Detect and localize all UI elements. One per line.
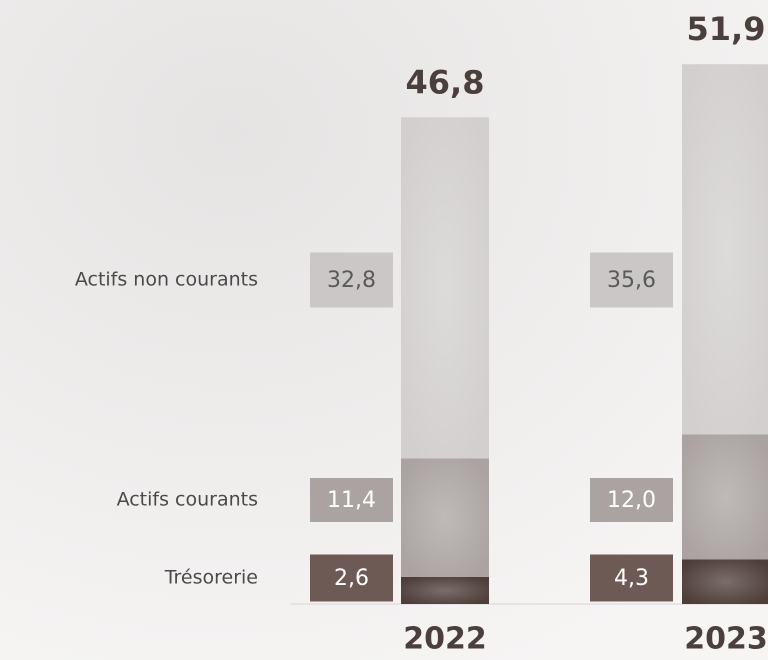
bar-glow bbox=[401, 576, 489, 604]
total-label: 46,8 bbox=[406, 63, 485, 101]
value-box bbox=[310, 554, 393, 602]
value-box bbox=[310, 478, 393, 522]
row-label: Actifs courants bbox=[117, 489, 258, 511]
value-box bbox=[590, 478, 673, 522]
category-label: 2023 bbox=[684, 622, 768, 657]
category-label: 2022 bbox=[403, 622, 487, 657]
value-box bbox=[590, 252, 673, 308]
total-label: 51,9 bbox=[687, 10, 766, 48]
bar-glow bbox=[682, 434, 768, 560]
bar-glow bbox=[682, 559, 768, 604]
row-label: Actifs non courants bbox=[75, 269, 258, 291]
value-label: 4,3 bbox=[614, 566, 649, 591]
value-label: 12,0 bbox=[607, 488, 656, 513]
bar-glow bbox=[401, 458, 489, 577]
bar-glow bbox=[401, 117, 489, 459]
value-label: 2,6 bbox=[334, 566, 369, 591]
bar-glow bbox=[682, 64, 768, 435]
value-box bbox=[310, 252, 393, 308]
value-label: 11,4 bbox=[327, 488, 376, 513]
row-label: Trésorerie bbox=[164, 567, 258, 589]
value-label: 35,6 bbox=[607, 268, 656, 293]
value-box bbox=[590, 554, 673, 602]
value-label: 32,8 bbox=[327, 268, 376, 293]
